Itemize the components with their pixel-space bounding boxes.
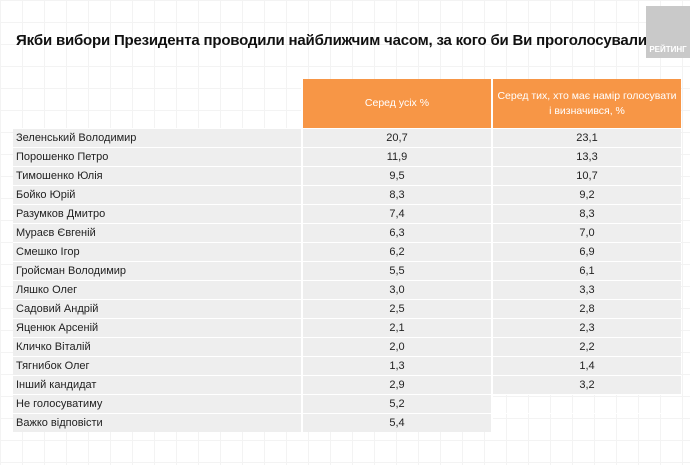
candidate-name: Важко відповісти <box>13 413 301 432</box>
value-all: 3,0 <box>301 280 491 299</box>
candidate-name: Ляшко Олег <box>13 280 301 299</box>
candidate-name: Смешко Ігор <box>13 242 301 261</box>
value-all: 5,2 <box>301 394 491 413</box>
table-row: Кличко Віталій 2,0 2,2 <box>13 337 681 356</box>
value-decided: 13,3 <box>491 147 681 166</box>
candidate-name: Разумков Дмитро <box>13 204 301 223</box>
value-decided <box>491 394 681 413</box>
value-all: 6,2 <box>301 242 491 261</box>
value-decided <box>491 413 681 432</box>
value-all: 6,3 <box>301 223 491 242</box>
value-decided: 1,4 <box>491 356 681 375</box>
value-all: 2,1 <box>301 318 491 337</box>
table-row: Тимошенко Юлія 9,5 10,7 <box>13 166 681 185</box>
candidate-name: Не голосуватиму <box>13 394 301 413</box>
value-all: 5,4 <box>301 413 491 432</box>
page-title: Якби вибори Президента проводили найближ… <box>16 32 656 49</box>
value-all: 2,9 <box>301 375 491 394</box>
table-header-row: Серед усіх % Серед тих, хто має намір го… <box>13 79 681 128</box>
value-all: 11,9 <box>301 147 491 166</box>
table-row: Не голосуватиму 5,2 <box>13 394 681 413</box>
candidate-name: Інший кандидат <box>13 375 301 394</box>
logo-text: РЕЙТИНГ <box>649 45 687 54</box>
candidate-name: Бойко Юрій <box>13 185 301 204</box>
value-all: 9,5 <box>301 166 491 185</box>
value-all: 2,0 <box>301 337 491 356</box>
table-row: Зеленський Володимир 20,7 23,1 <box>13 128 681 147</box>
table-row: Мураєв Євгеній 6,3 7,0 <box>13 223 681 242</box>
candidate-name: Тимошенко Юлія <box>13 166 301 185</box>
value-decided: 2,2 <box>491 337 681 356</box>
candidate-name: Яценюк Арсеній <box>13 318 301 337</box>
header-blank <box>13 79 301 128</box>
value-decided: 6,1 <box>491 261 681 280</box>
value-all: 2,5 <box>301 299 491 318</box>
value-decided: 7,0 <box>491 223 681 242</box>
table-row: Інший кандидат 2,9 3,2 <box>13 375 681 394</box>
table-row: Тягнибок Олег 1,3 1,4 <box>13 356 681 375</box>
value-decided: 2,8 <box>491 299 681 318</box>
value-all: 8,3 <box>301 185 491 204</box>
candidate-name: Зеленський Володимир <box>13 128 301 147</box>
table-row: Смешко Ігор 6,2 6,9 <box>13 242 681 261</box>
header-all: Серед усіх % <box>301 79 491 128</box>
rating-logo: РЕЙТИНГ <box>646 6 690 58</box>
value-decided: 3,2 <box>491 375 681 394</box>
table-row: Гройсман Володимир 5,5 6,1 <box>13 261 681 280</box>
candidate-name: Мураєв Євгеній <box>13 223 301 242</box>
candidate-name: Кличко Віталій <box>13 337 301 356</box>
header-decided: Серед тих, хто має намір голосувати і ви… <box>491 79 681 128</box>
value-all: 5,5 <box>301 261 491 280</box>
value-decided: 2,3 <box>491 318 681 337</box>
value-decided: 23,1 <box>491 128 681 147</box>
value-all: 1,3 <box>301 356 491 375</box>
results-table: Серед усіх % Серед тих, хто має намір го… <box>13 79 681 432</box>
table-row: Яценюк Арсеній 2,1 2,3 <box>13 318 681 337</box>
value-decided: 10,7 <box>491 166 681 185</box>
candidate-name: Тягнибок Олег <box>13 356 301 375</box>
value-decided: 9,2 <box>491 185 681 204</box>
value-all: 20,7 <box>301 128 491 147</box>
candidate-name: Гройсман Володимир <box>13 261 301 280</box>
table-row: Разумков Дмитро 7,4 8,3 <box>13 204 681 223</box>
table-row: Важко відповісти 5,4 <box>13 413 681 432</box>
table-row: Садовий Андрій 2,5 2,8 <box>13 299 681 318</box>
candidate-name: Порошенко Петро <box>13 147 301 166</box>
value-decided: 8,3 <box>491 204 681 223</box>
table-row: Порошенко Петро 11,9 13,3 <box>13 147 681 166</box>
value-decided: 3,3 <box>491 280 681 299</box>
value-all: 7,4 <box>301 204 491 223</box>
value-decided: 6,9 <box>491 242 681 261</box>
candidate-name: Садовий Андрій <box>13 299 301 318</box>
table-row: Бойко Юрій 8,3 9,2 <box>13 185 681 204</box>
table-row: Ляшко Олег 3,0 3,3 <box>13 280 681 299</box>
